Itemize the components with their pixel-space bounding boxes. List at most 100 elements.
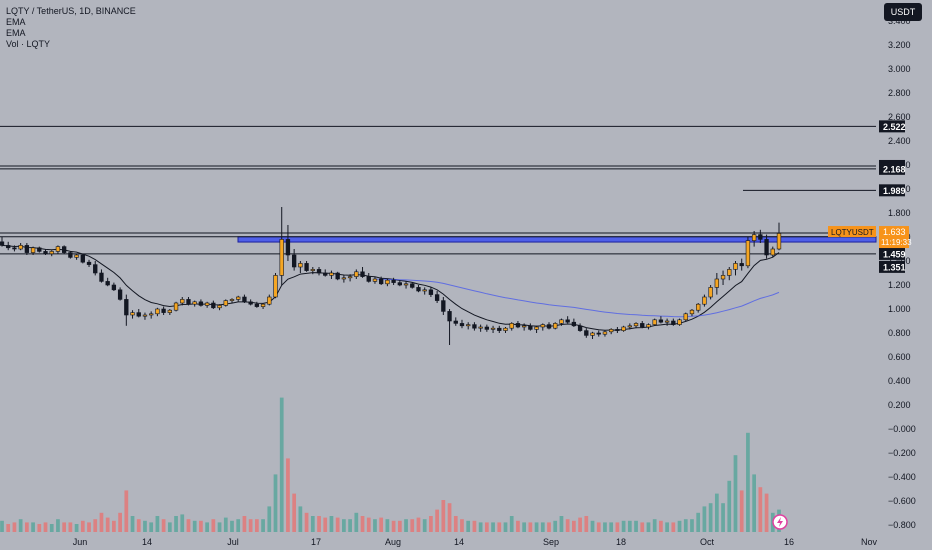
volume-bar bbox=[342, 519, 346, 532]
volume-bar bbox=[112, 520, 116, 532]
candle-body bbox=[304, 263, 309, 271]
x-tick-label: Jul bbox=[227, 537, 239, 547]
volume-bar bbox=[298, 506, 303, 532]
volume-bar bbox=[261, 519, 265, 532]
candle-body bbox=[416, 287, 421, 292]
volume-bar bbox=[540, 522, 545, 532]
volume-bar bbox=[646, 522, 651, 532]
candle-body bbox=[198, 301, 204, 306]
candle-body bbox=[521, 325, 527, 328]
candle-body bbox=[43, 251, 48, 255]
volume-bar bbox=[80, 520, 85, 532]
candle-body bbox=[652, 319, 657, 325]
volume-bar bbox=[354, 512, 359, 532]
zone-bottom-label-bg bbox=[879, 247, 905, 260]
candle-body bbox=[466, 324, 471, 327]
candle-body bbox=[74, 254, 79, 258]
volume-bar bbox=[739, 490, 744, 532]
y-tick-label: 0.400 bbox=[888, 376, 911, 386]
y-tick-label: 2.800 bbox=[888, 88, 911, 98]
y-tick-label: 1.200 bbox=[888, 280, 911, 290]
volume-bar bbox=[273, 474, 278, 532]
demand-zone bbox=[0, 236, 877, 255]
volume-bar bbox=[441, 500, 446, 532]
indicator-volume[interactable]: Vol · LQTY bbox=[6, 39, 51, 49]
candle-body bbox=[770, 248, 775, 256]
candle-body bbox=[341, 277, 347, 280]
candle-body bbox=[347, 276, 353, 279]
ema-line-fast bbox=[1, 244, 780, 331]
level-label: 2.168 bbox=[883, 164, 906, 174]
volume-bar bbox=[180, 514, 185, 532]
candle-body bbox=[546, 324, 552, 329]
candle-body bbox=[447, 311, 452, 322]
volume-bar bbox=[161, 519, 166, 532]
ema-label-bg bbox=[879, 260, 905, 273]
volume-bar bbox=[621, 520, 626, 532]
volume-bar bbox=[484, 522, 489, 532]
candle-body bbox=[503, 327, 508, 331]
candle-body bbox=[422, 289, 427, 292]
x-tick-label: Nov bbox=[861, 537, 878, 547]
ema-label: 1.351 bbox=[883, 262, 906, 272]
lightning-icon bbox=[777, 517, 783, 527]
time-axis: Jun 14 Jul 17 Aug 14 Sep 18 Oct 16 Nov bbox=[73, 537, 878, 547]
candle-body bbox=[86, 261, 92, 265]
currency-button[interactable]: USDT bbox=[884, 3, 922, 21]
volume-bar bbox=[429, 516, 433, 532]
candle-body bbox=[93, 264, 98, 274]
volume-bar bbox=[267, 506, 272, 532]
volume-bar bbox=[62, 522, 67, 532]
volume-bar bbox=[186, 519, 191, 532]
candle-body bbox=[472, 324, 477, 329]
candle-body bbox=[273, 275, 278, 298]
candle-body bbox=[577, 325, 583, 331]
y-tick-label: −0.400 bbox=[888, 472, 916, 482]
volume-bar bbox=[659, 520, 663, 532]
candle-body bbox=[285, 239, 291, 256]
volume-bar bbox=[254, 519, 259, 532]
candle-body bbox=[739, 263, 744, 267]
horizontal-levels bbox=[0, 125, 876, 234]
volume-bar bbox=[404, 519, 408, 532]
volume-bar bbox=[242, 516, 247, 532]
candle-body bbox=[180, 299, 185, 304]
candle-body bbox=[478, 326, 483, 329]
volume-bar bbox=[279, 397, 284, 532]
volume-bar bbox=[348, 519, 352, 532]
volume-bar bbox=[503, 522, 508, 532]
volume-bar bbox=[236, 519, 241, 532]
y-tick-label: 3.000 bbox=[888, 64, 911, 74]
candle-body bbox=[12, 247, 17, 250]
y-tick-label: 1.800 bbox=[888, 208, 911, 218]
volume-bar bbox=[596, 522, 601, 532]
volume-bar bbox=[118, 512, 122, 532]
candle-body bbox=[161, 308, 166, 313]
candle-body bbox=[61, 246, 67, 253]
volume-bar bbox=[130, 516, 135, 532]
volume-bar bbox=[665, 522, 669, 532]
volume-bar bbox=[286, 458, 290, 532]
volume-bar bbox=[143, 520, 147, 532]
candle-body bbox=[142, 314, 148, 317]
candle-body bbox=[708, 287, 713, 298]
volume-bar bbox=[230, 520, 234, 532]
indicator-ema-1[interactable]: EMA bbox=[6, 17, 26, 27]
candle-body bbox=[410, 283, 415, 288]
candle-body bbox=[6, 245, 11, 249]
candle-body bbox=[0, 241, 5, 246]
candle-body bbox=[484, 326, 490, 330]
volume-bar bbox=[167, 522, 172, 532]
volume-bar bbox=[565, 519, 570, 532]
candle-body bbox=[584, 330, 589, 336]
volume-bar bbox=[690, 519, 694, 532]
volume-bar bbox=[534, 522, 539, 532]
volume-bar bbox=[733, 455, 738, 532]
candle-body bbox=[291, 254, 297, 268]
indicator-ema-2[interactable]: EMA bbox=[6, 28, 26, 38]
candle-body bbox=[298, 263, 303, 268]
y-tick-label: 2.400 bbox=[888, 136, 911, 146]
candle-body bbox=[428, 289, 434, 295]
volume-bar bbox=[634, 520, 638, 532]
